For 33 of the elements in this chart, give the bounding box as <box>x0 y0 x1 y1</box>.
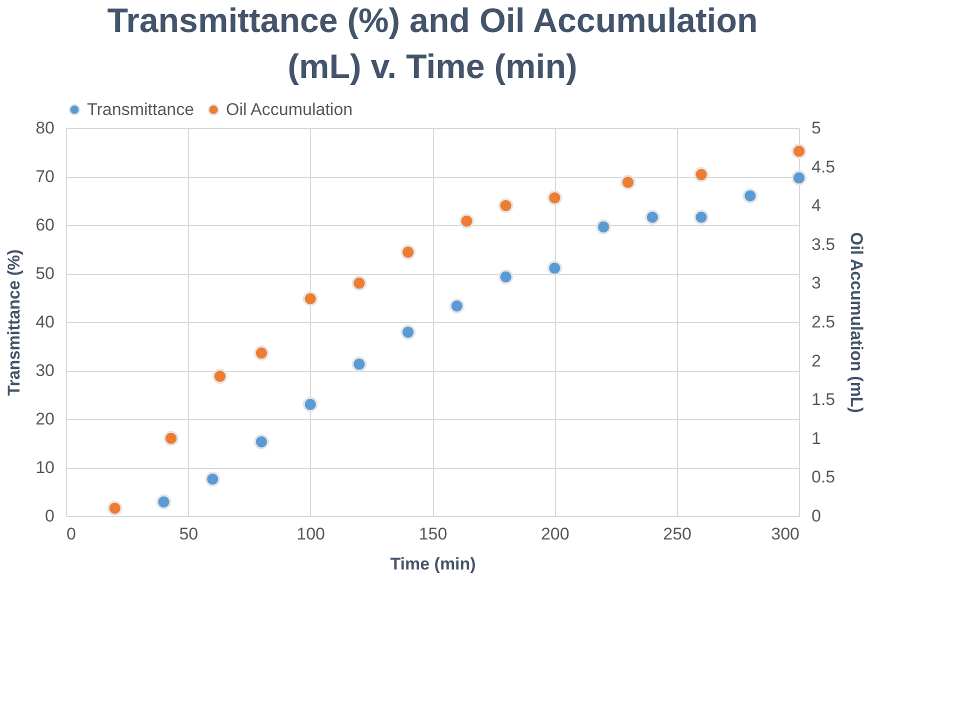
x-tick-label: 300 <box>771 524 800 544</box>
y-tick-label: 0 <box>45 506 54 526</box>
legend-label: Oil Accumulation <box>226 100 353 119</box>
y2-tick-label: 1.5 <box>812 390 836 410</box>
y-tick-label: 10 <box>36 458 54 477</box>
x-tick-label: 150 <box>418 524 448 544</box>
x-tick-label: 200 <box>540 524 570 544</box>
y-tick-label: 40 <box>36 312 54 332</box>
y-tick-label: 60 <box>36 216 54 234</box>
y2-tick-label: 4.5 <box>812 157 836 176</box>
y2-tick-label: 3 <box>812 274 821 293</box>
legend-label: Transmittance <box>87 100 194 119</box>
y2-tick-label: 5 <box>812 118 821 138</box>
x-tick-label: 0 <box>66 524 76 544</box>
y2-tick-label: 0 <box>812 506 821 526</box>
x-tick-label: 100 <box>296 524 326 544</box>
x-tick-label: 50 <box>179 524 198 544</box>
y-tick-label: 80 <box>36 118 54 138</box>
y2-tick-label: 4 <box>812 196 821 216</box>
x-tick-label: 250 <box>663 524 692 544</box>
y2-axis-title: Oil Accumulation (mL) <box>847 232 866 413</box>
y2-tick-label: 2.5 <box>812 312 836 332</box>
y-tick-label: 20 <box>36 410 54 428</box>
y-tick-label: 50 <box>36 264 54 283</box>
y-tick-label: 30 <box>36 361 54 380</box>
x-axis-title: Time (min) <box>390 554 476 574</box>
y2-tick-label: 2 <box>812 351 821 370</box>
y2-tick-label: 0.5 <box>812 468 836 487</box>
chart-title: Transmittance (%) and Oil Accumulation (mL) v. Time (min) <box>107 2 758 86</box>
y-tick-label: 70 <box>36 167 54 186</box>
y2-tick-label: 3.5 <box>812 234 836 254</box>
y2-tick-label: 1 <box>812 428 821 448</box>
y-axis-title: Transmittance (%) <box>4 249 24 396</box>
